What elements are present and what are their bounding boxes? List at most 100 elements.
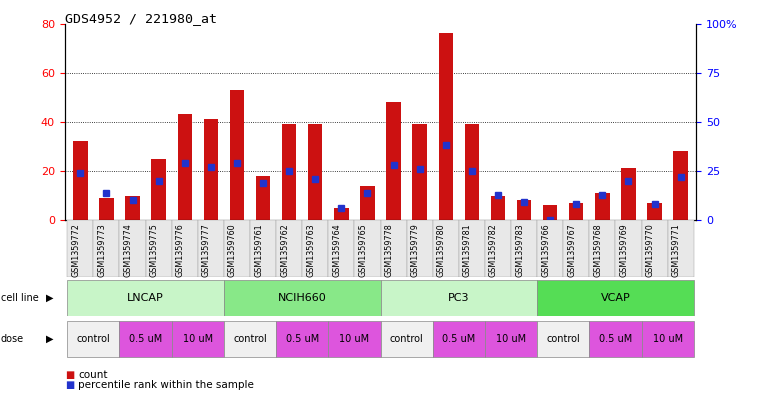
Text: GSM1359769: GSM1359769 [619,223,629,277]
Bar [380,220,406,277]
Bar [177,114,192,220]
Bar [667,220,694,277]
Text: GSM1359760: GSM1359760 [228,223,237,277]
Text: GSM1359781: GSM1359781 [463,223,472,277]
Bar [276,220,302,277]
Bar [491,195,505,220]
Bar [256,176,270,220]
Bar [517,200,531,220]
Bar [621,169,635,220]
Bar [595,193,610,220]
Bar [119,220,145,277]
Bar [328,220,355,277]
Text: GSM1359768: GSM1359768 [594,223,603,277]
Bar [543,205,557,220]
Text: dose: dose [1,334,24,344]
Bar [537,280,694,316]
Text: GSM1359770: GSM1359770 [645,223,654,277]
Bar [67,280,224,316]
Text: GSM1359775: GSM1359775 [150,223,158,277]
Bar [126,195,140,220]
Bar [198,220,224,277]
Text: control: control [546,334,580,344]
Bar [465,124,479,220]
Bar [172,321,224,357]
Bar [94,220,119,277]
Text: GSM1359773: GSM1359773 [97,223,107,277]
Text: ■: ■ [65,370,74,380]
Bar [511,220,537,277]
Text: 0.5 uM: 0.5 uM [129,334,162,344]
Bar [387,102,401,220]
Text: GSM1359780: GSM1359780 [437,223,446,277]
Bar [642,220,667,277]
Bar [67,220,94,277]
Text: ▶: ▶ [46,293,53,303]
Text: GSM1359765: GSM1359765 [358,223,368,277]
Text: control: control [233,334,267,344]
Bar [438,33,453,220]
Text: PC3: PC3 [448,293,470,303]
Bar [360,186,374,220]
Text: GSM1359766: GSM1359766 [541,223,550,277]
Bar [73,141,88,220]
Bar [230,90,244,220]
Bar [673,151,688,220]
Bar [589,220,616,277]
Bar [433,321,485,357]
Text: GSM1359761: GSM1359761 [254,223,263,277]
Text: 10 uM: 10 uM [339,334,369,344]
Text: GSM1359763: GSM1359763 [306,223,315,277]
Text: GSM1359782: GSM1359782 [489,223,498,277]
Text: 10 uM: 10 uM [183,334,213,344]
Text: GSM1359783: GSM1359783 [515,223,524,277]
Bar [172,220,198,277]
Text: percentile rank within the sample: percentile rank within the sample [78,380,254,390]
Bar [563,220,589,277]
Bar [433,220,459,277]
Text: ▶: ▶ [46,334,53,344]
Text: GSM1359764: GSM1359764 [333,223,342,277]
Text: 0.5 uM: 0.5 uM [442,334,476,344]
Text: GSM1359774: GSM1359774 [123,223,132,277]
Bar [224,321,276,357]
Bar [328,321,380,357]
Bar [569,203,584,220]
Bar [406,220,433,277]
Bar [282,124,296,220]
Text: 10 uM: 10 uM [496,334,526,344]
Text: 10 uM: 10 uM [652,334,683,344]
Text: GSM1359778: GSM1359778 [384,223,393,277]
Text: GSM1359762: GSM1359762 [280,223,289,277]
Text: control: control [390,334,423,344]
Bar [355,220,380,277]
Bar [380,321,433,357]
Bar [589,321,642,357]
Bar [308,124,323,220]
Bar [151,159,166,220]
Bar [616,220,642,277]
Text: GSM1359777: GSM1359777 [202,223,211,277]
Text: LNCAP: LNCAP [127,293,164,303]
Text: control: control [77,334,110,344]
Bar [537,220,563,277]
Bar [224,280,380,316]
Text: NCIH660: NCIH660 [278,293,326,303]
Text: cell line: cell line [1,293,39,303]
Text: GSM1359779: GSM1359779 [411,223,419,277]
Bar [485,220,511,277]
Text: 0.5 uM: 0.5 uM [285,334,319,344]
Text: GSM1359767: GSM1359767 [567,223,576,277]
Bar [334,208,349,220]
Text: count: count [78,370,108,380]
Text: VCAP: VCAP [600,293,630,303]
Text: GDS4952 / 221980_at: GDS4952 / 221980_at [65,12,217,25]
Text: ■: ■ [65,380,74,390]
Bar [204,119,218,220]
Bar [648,203,662,220]
Bar [642,321,694,357]
Bar [145,220,172,277]
Bar [459,220,485,277]
Bar [380,280,537,316]
Bar [537,321,589,357]
